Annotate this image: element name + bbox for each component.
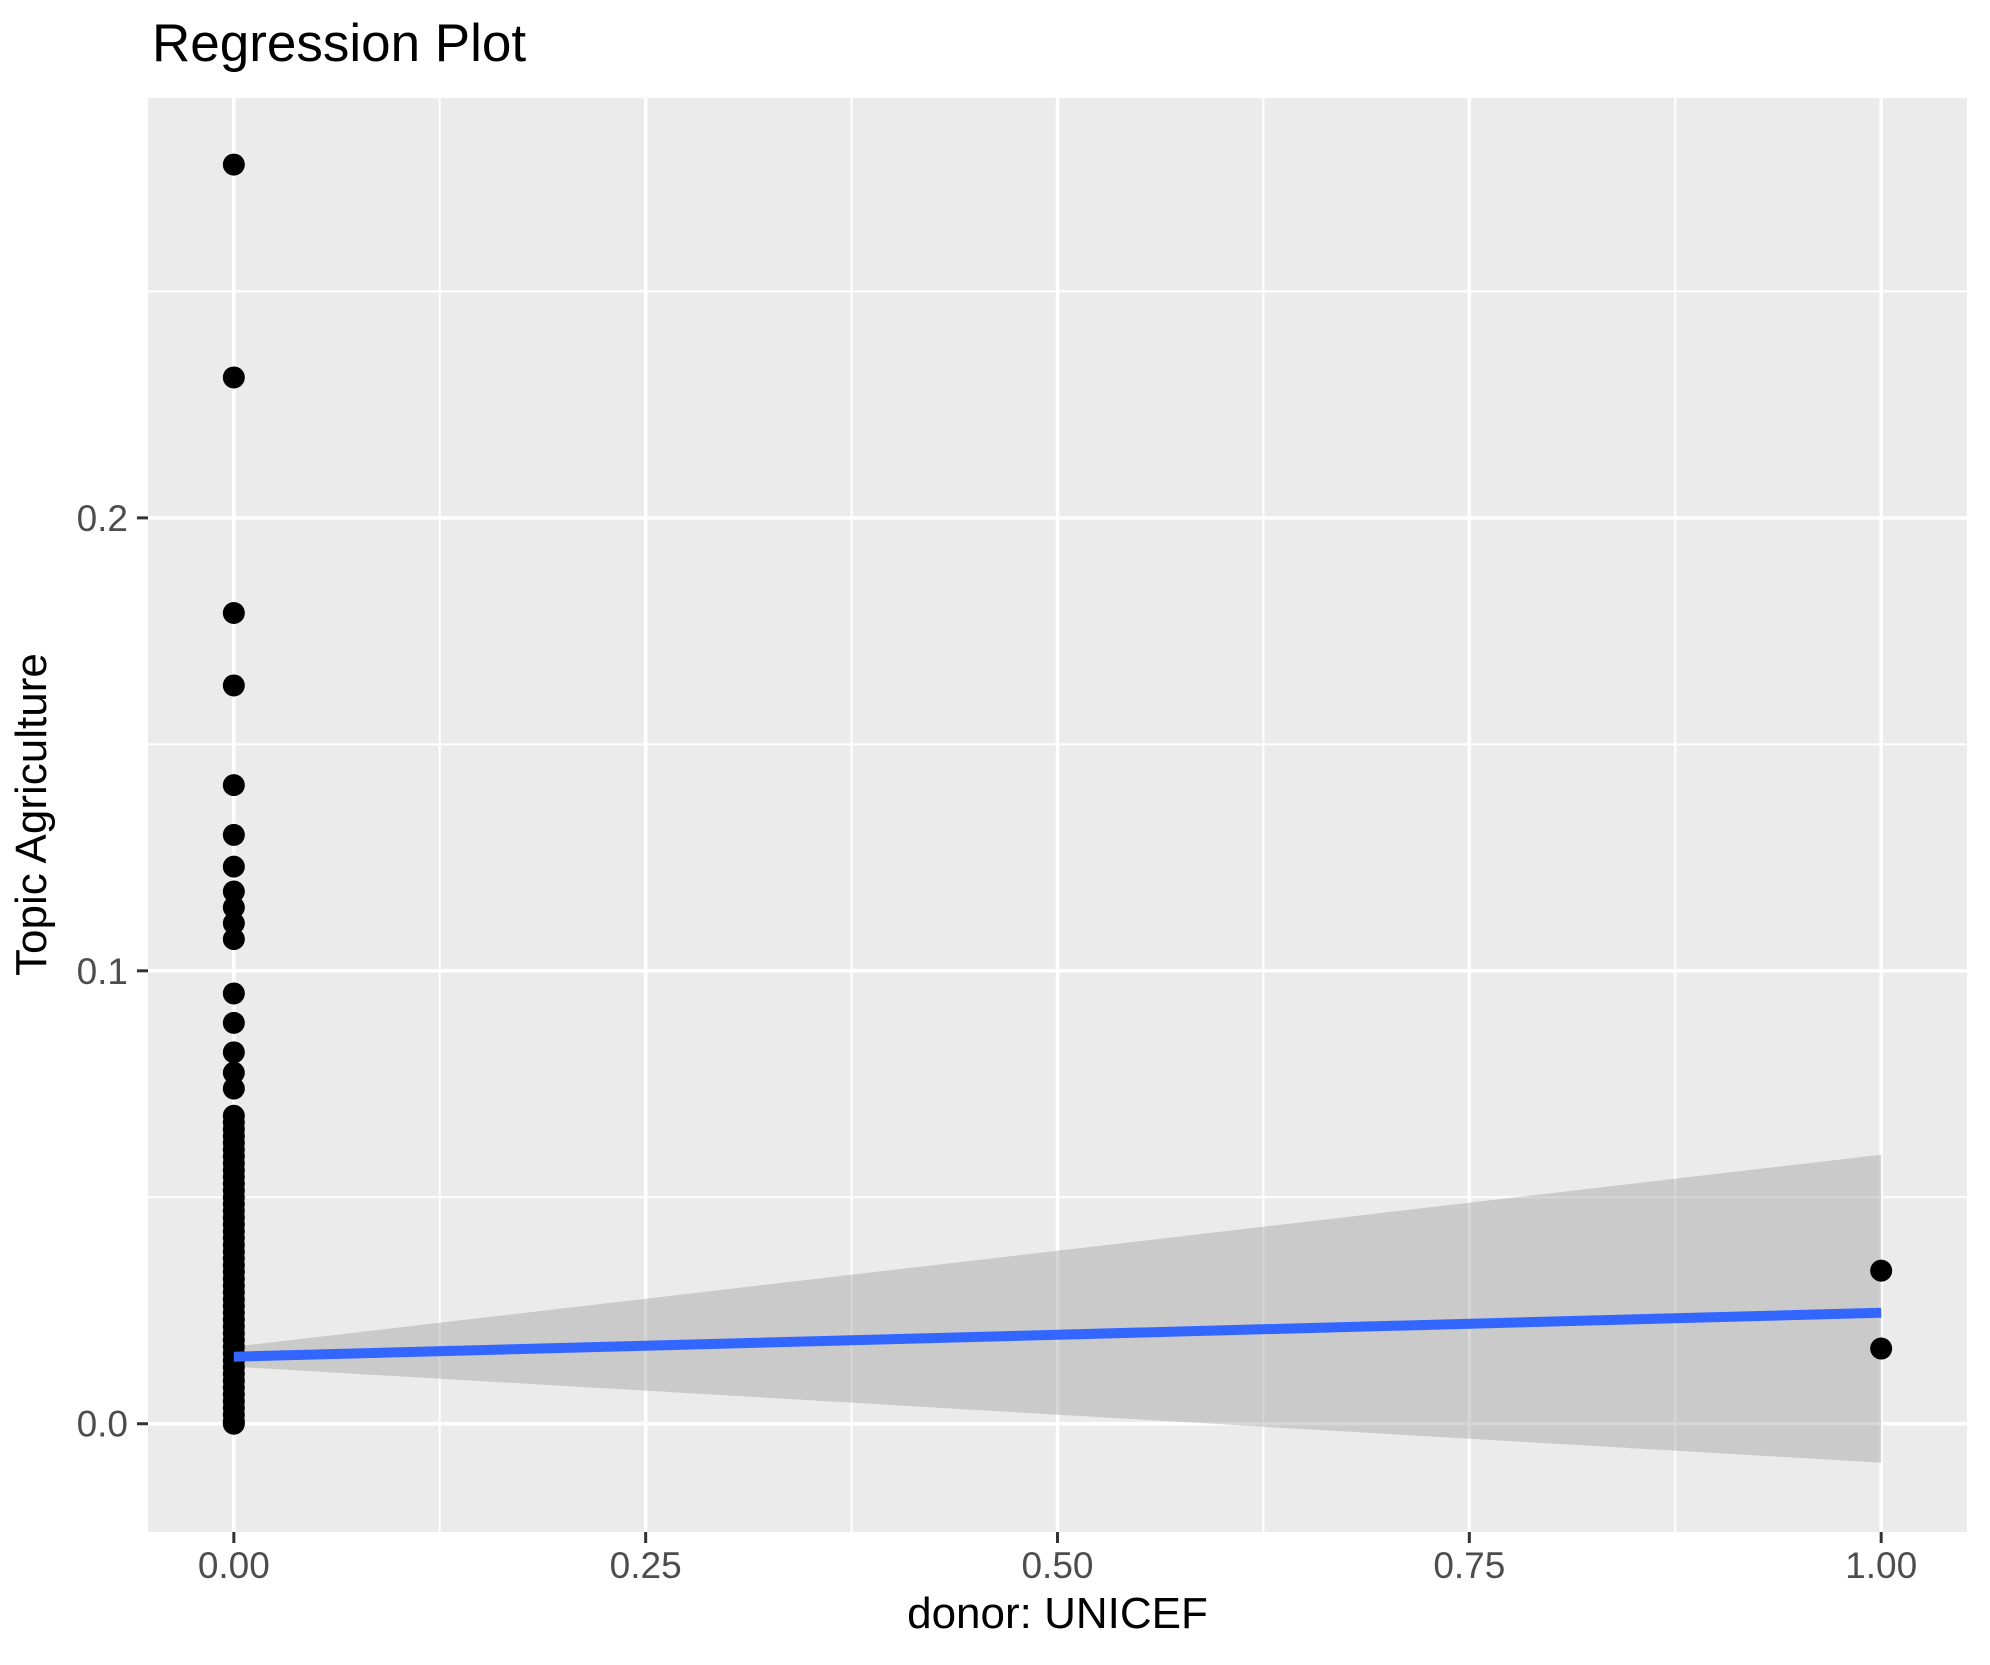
data-point (1870, 1259, 1893, 1282)
data-point (222, 912, 245, 935)
data-point (222, 601, 245, 624)
tick-marks (137, 516, 1883, 1543)
data-point (222, 774, 245, 797)
data-point (222, 1041, 245, 1064)
data-point (222, 366, 245, 389)
data-point (222, 823, 245, 846)
y-tick-label: 0.2 (77, 498, 128, 539)
plot-title: Regression Plot (152, 14, 527, 73)
y-tick-label: 0.1 (77, 951, 128, 992)
y-axis-title: Topic Agriculture (7, 653, 56, 977)
x-tick-labels: 0.00 0.25 0.50 0.75 1.00 (198, 1545, 1917, 1586)
data-point (222, 896, 245, 919)
x-tick-label: 0.75 (1433, 1545, 1505, 1586)
data-point (222, 1077, 245, 1100)
data-point (222, 1061, 245, 1084)
x-tick-label: 0.00 (198, 1545, 270, 1586)
scatter-points (222, 153, 1893, 1435)
x-axis-title: donor: UNICEF (907, 1589, 1208, 1638)
regression-line (233, 1307, 1882, 1362)
data-point (222, 1412, 245, 1435)
x-tick-label: 1.00 (1845, 1545, 1917, 1586)
data-point (222, 674, 245, 697)
data-point (1870, 1337, 1893, 1360)
x-tick-label: 0.25 (610, 1545, 682, 1586)
y-tick-labels: 0.0 0.1 0.2 (77, 498, 128, 1445)
data-point (222, 880, 245, 903)
data-point (222, 1011, 245, 1034)
data-point (222, 928, 245, 951)
x-tick-label: 0.50 (1021, 1545, 1093, 1586)
y-tick-label: 0.0 (77, 1404, 128, 1445)
data-point (222, 982, 245, 1005)
data-point (222, 153, 245, 176)
data-point (222, 855, 245, 878)
confidence-band (233, 1154, 1882, 1463)
major-gridlines (148, 98, 1967, 1532)
